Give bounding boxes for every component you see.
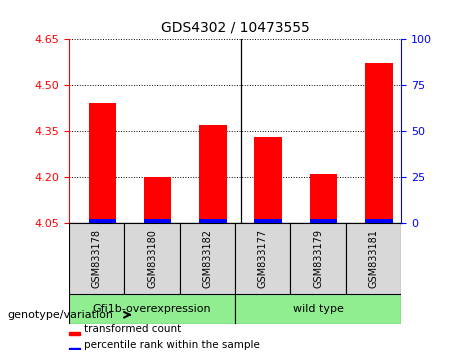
- Text: transformed count: transformed count: [84, 324, 182, 334]
- Bar: [69, 332, 80, 335]
- Text: GSM833180: GSM833180: [147, 229, 157, 288]
- Title: GDS4302 / 10473555: GDS4302 / 10473555: [161, 21, 309, 35]
- Bar: [290, 223, 346, 294]
- Bar: [89, 103, 116, 223]
- Text: GSM833182: GSM833182: [202, 229, 213, 288]
- Bar: [199, 219, 227, 223]
- Bar: [310, 219, 337, 223]
- Text: Gfi1b-overexpression: Gfi1b-overexpression: [93, 304, 212, 314]
- Text: percentile rank within the sample: percentile rank within the sample: [84, 340, 260, 350]
- Bar: [310, 174, 337, 223]
- Bar: [124, 223, 180, 294]
- Bar: [144, 219, 171, 223]
- Bar: [254, 219, 282, 223]
- Bar: [180, 223, 235, 294]
- Bar: [69, 294, 235, 324]
- Text: wild type: wild type: [293, 304, 343, 314]
- Bar: [254, 137, 282, 223]
- Bar: [365, 219, 393, 223]
- Text: genotype/variation: genotype/variation: [7, 310, 113, 320]
- Text: GSM833181: GSM833181: [368, 229, 378, 288]
- Bar: [69, 348, 80, 350]
- Bar: [346, 223, 401, 294]
- Bar: [235, 223, 290, 294]
- Text: GSM833178: GSM833178: [92, 229, 102, 288]
- Bar: [199, 125, 227, 223]
- Bar: [89, 219, 116, 223]
- Text: GSM833179: GSM833179: [313, 229, 323, 288]
- Bar: [365, 63, 393, 223]
- Bar: [235, 294, 401, 324]
- Bar: [144, 177, 171, 223]
- Bar: [69, 223, 124, 294]
- Text: GSM833177: GSM833177: [258, 229, 268, 288]
